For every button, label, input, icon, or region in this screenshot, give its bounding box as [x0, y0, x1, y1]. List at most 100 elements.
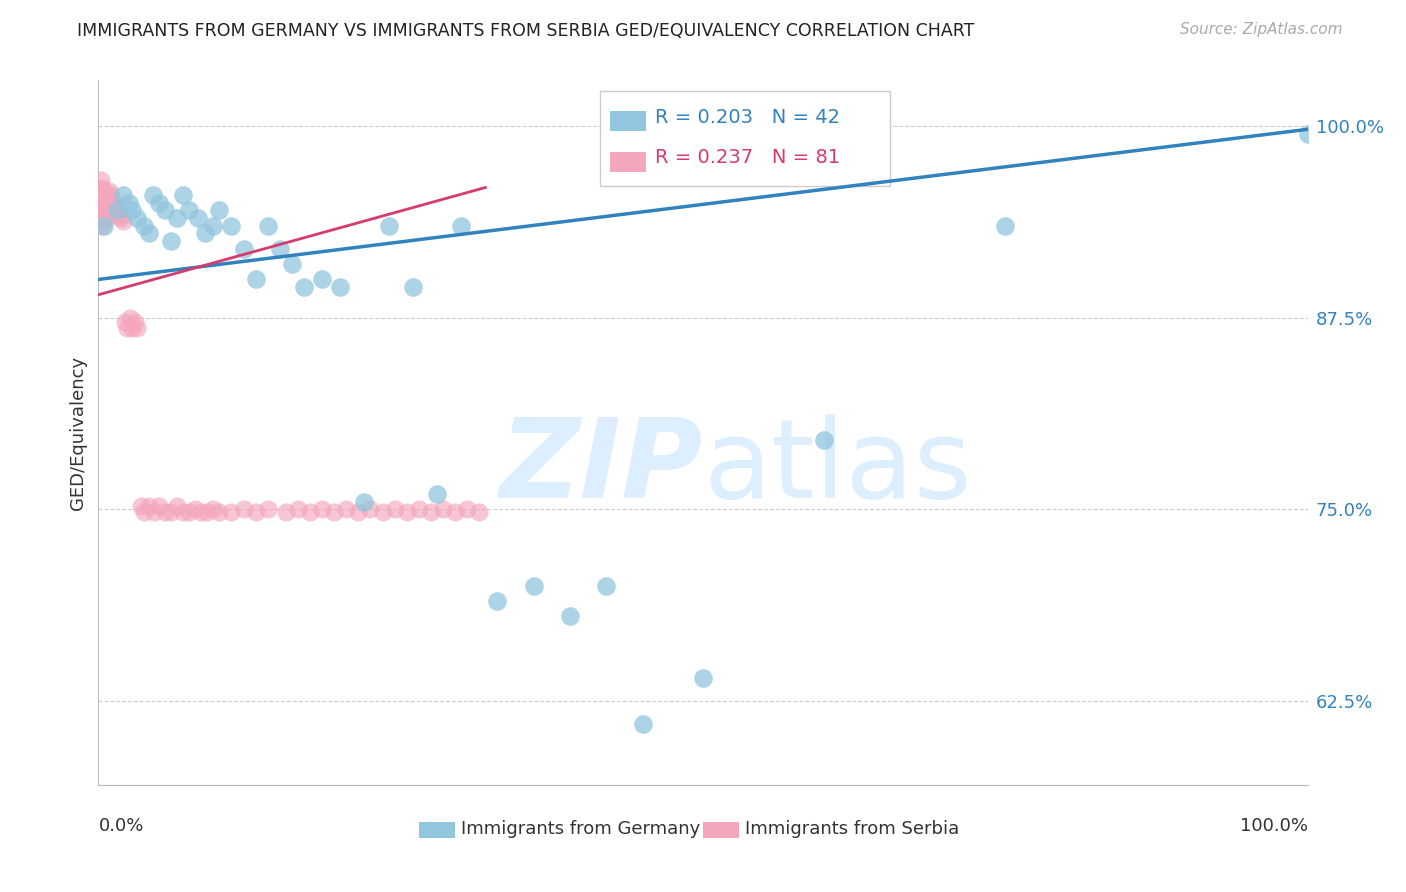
- Point: [98, 184, 121, 198]
- Point: [129, 499, 152, 513]
- Point: [292, 280, 315, 294]
- Point: [111, 188, 134, 202]
- Point: [90, 173, 112, 187]
- Point: [179, 203, 201, 218]
- Point: [384, 502, 406, 516]
- Point: [420, 505, 443, 519]
- Point: [94, 206, 117, 220]
- Point: [107, 208, 129, 222]
- Point: [353, 494, 375, 508]
- Point: [160, 505, 183, 519]
- Text: Immigrants from Serbia: Immigrants from Serbia: [745, 821, 959, 838]
- Point: [100, 195, 122, 210]
- Point: [148, 195, 170, 210]
- Point: [143, 505, 166, 519]
- Point: [335, 502, 357, 516]
- Point: [90, 184, 112, 198]
- Point: [89, 180, 111, 194]
- Text: 100.0%: 100.0%: [1240, 817, 1308, 835]
- Point: [100, 203, 122, 218]
- Point: [813, 434, 835, 448]
- Point: [558, 609, 581, 624]
- Point: [221, 219, 243, 233]
- Point: [114, 315, 136, 329]
- Point: [97, 193, 120, 207]
- Point: [172, 505, 194, 519]
- Point: [256, 219, 278, 233]
- Bar: [419, 822, 456, 838]
- FancyBboxPatch shape: [600, 91, 890, 186]
- Point: [432, 502, 454, 516]
- Point: [124, 315, 146, 329]
- Point: [166, 211, 188, 226]
- Point: [202, 219, 225, 233]
- Point: [179, 505, 201, 519]
- Bar: [610, 112, 647, 131]
- Point: [108, 203, 131, 218]
- Point: [134, 219, 156, 233]
- Point: [256, 502, 278, 516]
- Point: [166, 499, 188, 513]
- Point: [208, 203, 231, 218]
- Bar: [610, 153, 647, 172]
- Y-axis label: GED/Equivalency: GED/Equivalency: [69, 356, 87, 509]
- Point: [347, 505, 370, 519]
- Point: [692, 671, 714, 685]
- Text: ZIP: ZIP: [499, 415, 703, 521]
- Point: [94, 193, 117, 207]
- Text: 0.0%: 0.0%: [98, 817, 143, 835]
- Bar: [703, 822, 740, 838]
- Point: [118, 195, 141, 210]
- Point: [105, 203, 128, 218]
- Point: [104, 206, 127, 220]
- Point: [87, 188, 110, 202]
- Point: [187, 211, 209, 226]
- Text: IMMIGRANTS FROM GERMANY VS IMMIGRANTS FROM SERBIA GED/EQUIVALENCY CORRELATION CH: IMMIGRANTS FROM GERMANY VS IMMIGRANTS FR…: [77, 22, 974, 40]
- Point: [105, 199, 128, 213]
- Point: [138, 227, 160, 241]
- Point: [97, 206, 120, 220]
- Point: [121, 321, 143, 335]
- Point: [96, 188, 118, 202]
- Point: [395, 505, 418, 519]
- Point: [281, 257, 304, 271]
- Point: [172, 188, 194, 202]
- Point: [994, 219, 1017, 233]
- Point: [121, 203, 143, 218]
- Text: Source: ZipAtlas.com: Source: ZipAtlas.com: [1180, 22, 1343, 37]
- Point: [450, 219, 472, 233]
- Point: [456, 502, 478, 516]
- Point: [287, 502, 309, 516]
- Point: [103, 195, 125, 210]
- Text: Immigrants from Germany: Immigrants from Germany: [461, 821, 700, 838]
- Point: [153, 203, 176, 218]
- Text: R = 0.237   N = 81: R = 0.237 N = 81: [655, 148, 839, 168]
- Point: [142, 188, 165, 202]
- Point: [117, 321, 139, 335]
- Point: [91, 193, 114, 207]
- Point: [160, 234, 183, 248]
- Point: [323, 505, 346, 519]
- Point: [523, 579, 546, 593]
- Point: [110, 208, 132, 222]
- Point: [631, 716, 654, 731]
- Point: [89, 211, 111, 226]
- Point: [377, 219, 399, 233]
- Point: [91, 195, 114, 210]
- Point: [360, 502, 382, 516]
- Point: [208, 505, 231, 519]
- Point: [127, 211, 149, 226]
- Point: [91, 180, 114, 194]
- Point: [91, 205, 114, 219]
- Point: [232, 502, 254, 516]
- Point: [93, 214, 115, 228]
- Point: [426, 487, 449, 501]
- Point: [486, 594, 509, 608]
- Point: [101, 203, 124, 218]
- Point: [595, 579, 617, 593]
- Point: [311, 272, 333, 286]
- Point: [299, 505, 322, 519]
- Point: [232, 242, 254, 256]
- Point: [371, 505, 394, 519]
- Point: [202, 502, 225, 516]
